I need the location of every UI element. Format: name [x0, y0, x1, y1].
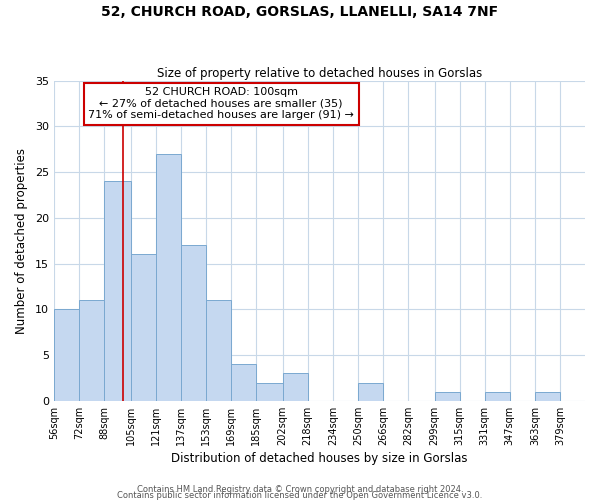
Text: Contains public sector information licensed under the Open Government Licence v3: Contains public sector information licen… [118, 490, 482, 500]
Bar [131, 254, 156, 401]
Text: Contains HM Land Registry data © Crown copyright and database right 2024.: Contains HM Land Registry data © Crown c… [137, 485, 463, 494]
Bar [283, 374, 308, 401]
Bar [104, 182, 131, 401]
Bar [206, 300, 231, 401]
X-axis label: Distribution of detached houses by size in Gorslas: Distribution of detached houses by size … [171, 452, 468, 465]
Bar [156, 154, 181, 401]
Bar [485, 392, 510, 401]
Y-axis label: Number of detached properties: Number of detached properties [15, 148, 28, 334]
Bar [434, 392, 460, 401]
Text: 52 CHURCH ROAD: 100sqm
← 27% of detached houses are smaller (35)
71% of semi-det: 52 CHURCH ROAD: 100sqm ← 27% of detached… [88, 87, 354, 120]
Bar [535, 392, 560, 401]
Bar [358, 382, 383, 401]
Title: Size of property relative to detached houses in Gorslas: Size of property relative to detached ho… [157, 66, 482, 80]
Bar [54, 310, 79, 401]
Bar [256, 382, 283, 401]
Bar [231, 364, 256, 401]
Text: 52, CHURCH ROAD, GORSLAS, LLANELLI, SA14 7NF: 52, CHURCH ROAD, GORSLAS, LLANELLI, SA14… [101, 5, 499, 19]
Bar [79, 300, 104, 401]
Bar [181, 246, 206, 401]
